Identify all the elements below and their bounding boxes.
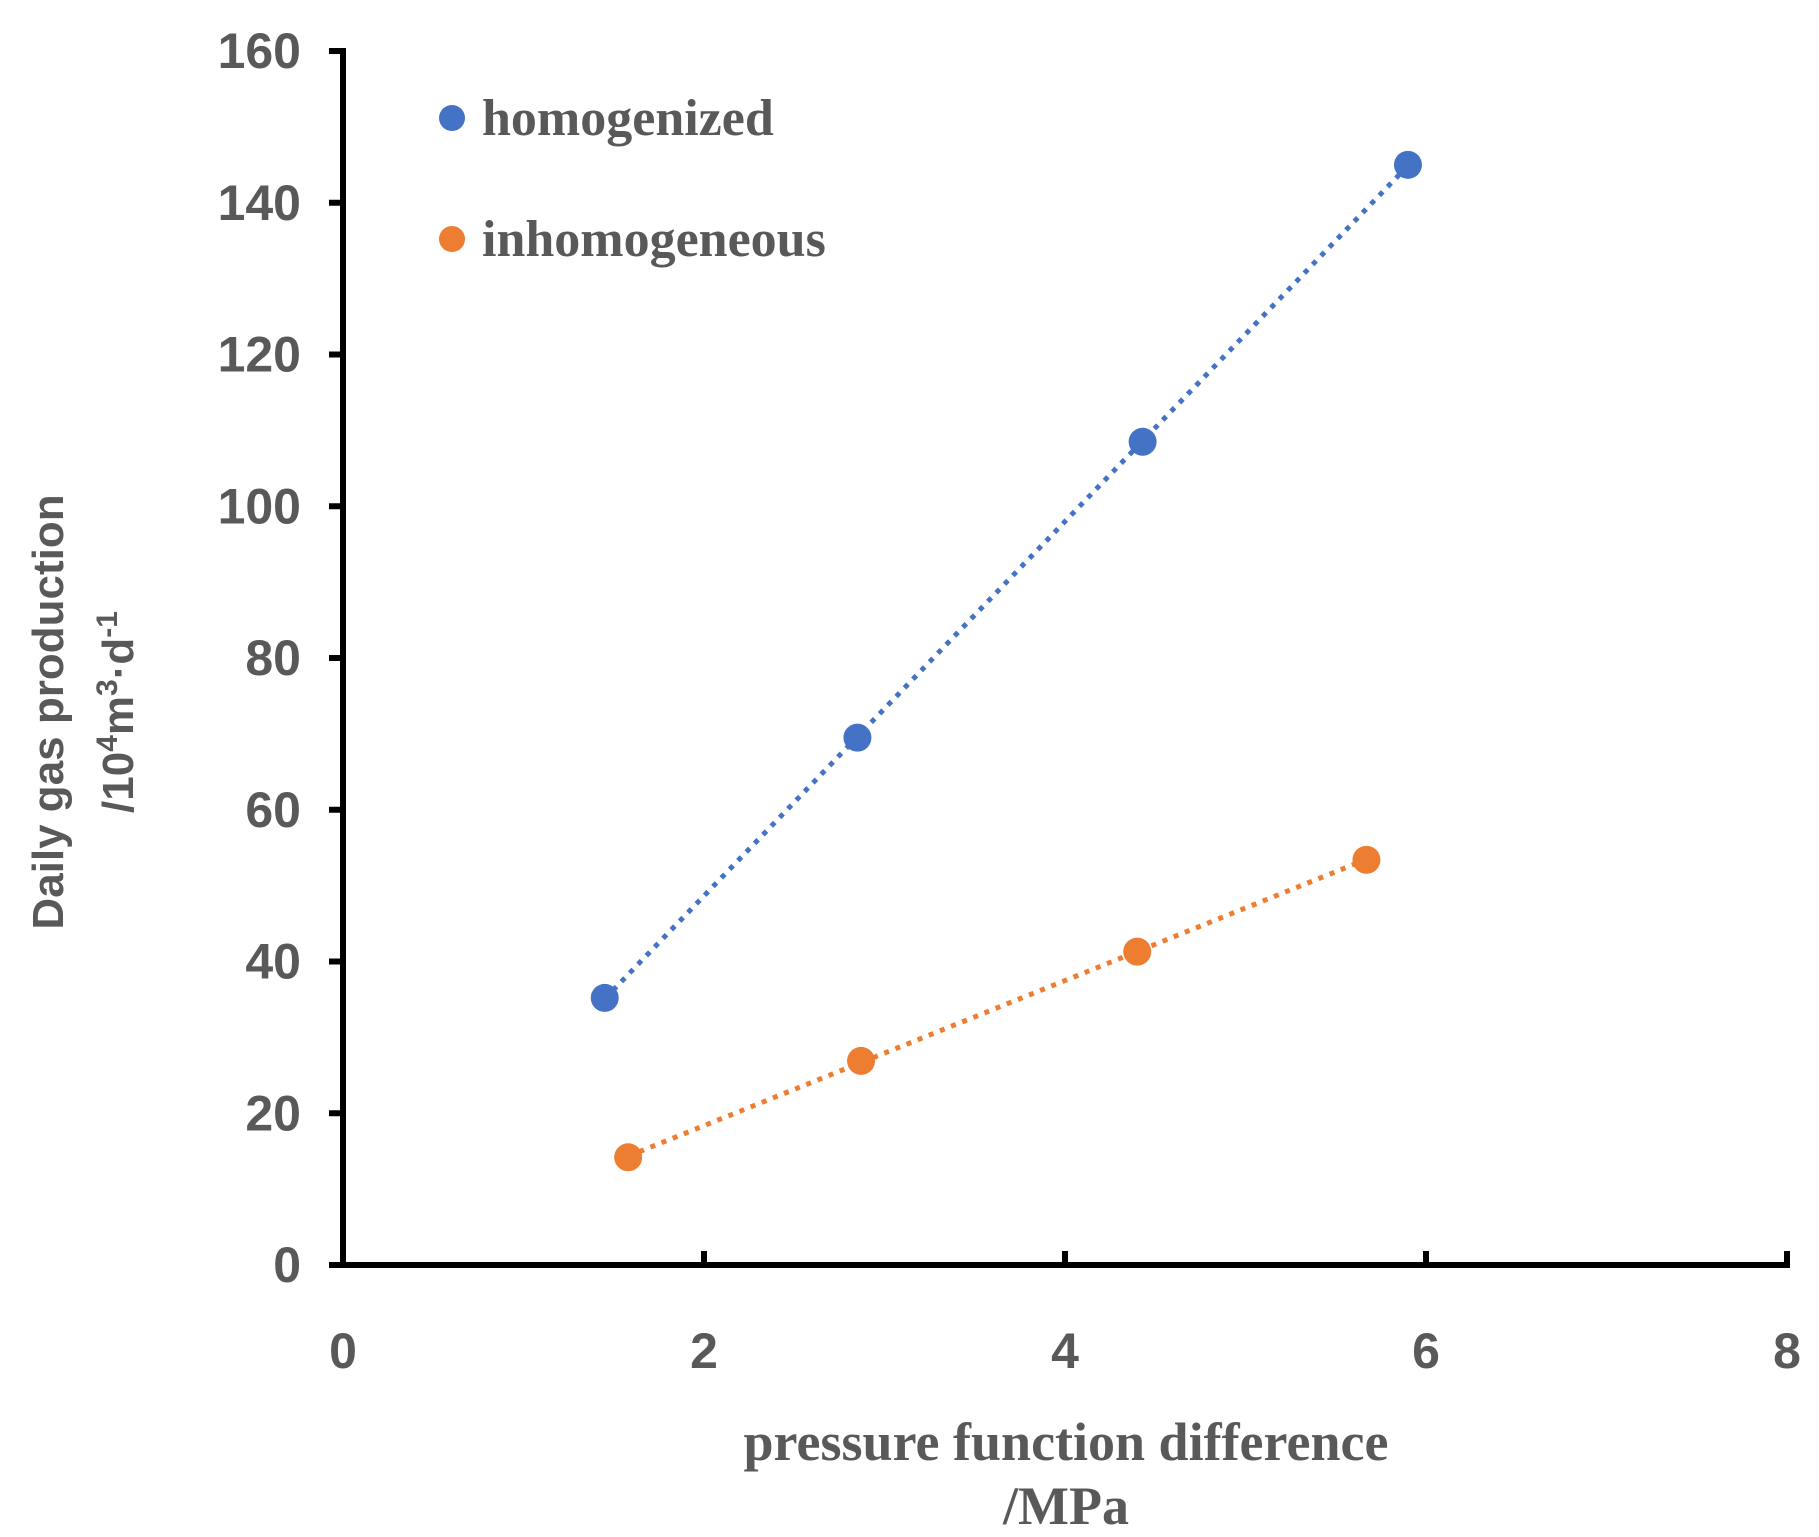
point-inhomogeneous (847, 1046, 876, 1075)
legend-label-homogenized: homogenized (482, 90, 774, 147)
point-homogenized (843, 723, 872, 752)
point-inhomogeneous (614, 1143, 643, 1172)
y-tick-label: 160 (218, 23, 301, 79)
x-tick-label: 8 (1773, 1323, 1801, 1379)
point-homogenized (590, 983, 619, 1012)
x-tick-label: 0 (329, 1323, 357, 1379)
y-tick-label: 60 (245, 782, 301, 838)
legend-marker-inhomogeneous (439, 226, 465, 252)
legend-label-inhomogeneous: inhomogeneous (482, 211, 826, 268)
y-tick-label: 120 (218, 327, 301, 383)
point-homogenized (1393, 150, 1422, 179)
y-tick-label: 20 (245, 1085, 301, 1141)
x-axis-title-line1: pressure function difference (744, 1412, 1389, 1472)
point-homogenized (1128, 427, 1157, 456)
y-tick-label: 140 (218, 175, 301, 231)
y-axis-title: Daily gas production /104m3·d-1 (24, 494, 143, 929)
y-tick-label: 0 (273, 1237, 301, 1293)
legend-marker-homogenized (439, 105, 465, 131)
trendline-homogenized (602, 163, 1410, 1001)
data-points (590, 150, 1422, 1172)
point-inhomogeneous (1123, 937, 1152, 966)
y-tick-label: 80 (245, 630, 301, 686)
x-tick-label: 2 (690, 1323, 718, 1379)
trendline-inhomogeneous (627, 857, 1368, 1159)
legend: homogenized inhomogeneous (439, 90, 826, 268)
point-inhomogeneous (1352, 845, 1381, 874)
y-tick-label: 40 (245, 934, 301, 990)
x-tick-label: 4 (1051, 1323, 1079, 1379)
x-ticks: 0 2 4 6 8 (329, 1251, 1801, 1379)
x-tick-label: 6 (1412, 1323, 1440, 1379)
y-axis-title-line2: /104m3·d-1 (91, 611, 143, 813)
y-ticks: 0 20 40 60 80 100 120 140 160 (218, 23, 343, 1293)
trendlines (602, 163, 1410, 1159)
y-tick-label: 100 (218, 478, 301, 534)
y-axis-title-line1: Daily gas production (24, 494, 73, 929)
x-axis-title-line2: /MPa (1002, 1476, 1129, 1536)
